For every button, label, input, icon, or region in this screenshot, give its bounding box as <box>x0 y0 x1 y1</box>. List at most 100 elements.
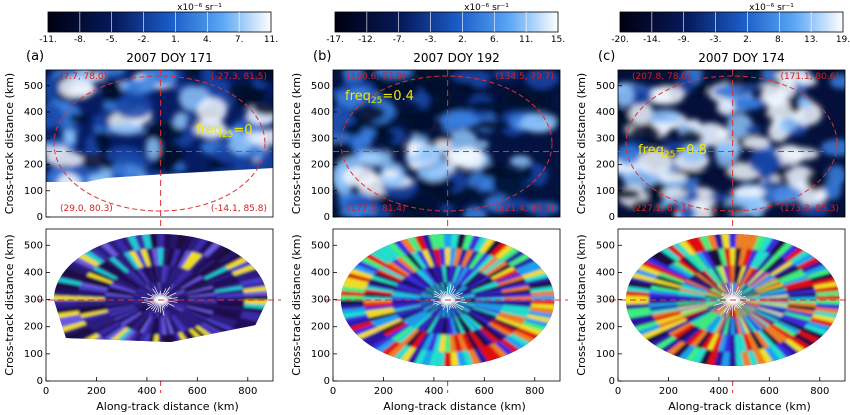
x-tick-label: 400 <box>137 386 156 397</box>
x-tick-label: 200 <box>374 386 393 397</box>
freq-label: freq25=0.8 <box>638 143 707 160</box>
corner-label-bottom-right: (121.4, 84.3) <box>495 204 554 214</box>
dashed-ellipse <box>625 75 838 212</box>
y-tick-label: 200 <box>596 160 615 171</box>
y-tick-label: 0 <box>37 212 43 223</box>
freq-label: freq25=0 <box>196 123 253 140</box>
dashed-ellipse <box>340 75 553 212</box>
colorbar-tick-label: 11. <box>519 35 533 45</box>
y-tick-label: 300 <box>596 133 615 144</box>
panel-label: (c) <box>598 49 615 64</box>
x-tick-label: 800 <box>810 386 829 397</box>
y-axis-label-top: Cross-track distance (km) <box>290 73 303 214</box>
x-axis-label: Along-track distance (km) <box>668 400 811 413</box>
y-tick-label: 300 <box>311 133 330 144</box>
y-tick-label: 0 <box>609 212 615 223</box>
y-tick-label: 200 <box>596 322 615 333</box>
panel-title: 2007 DOY 171 <box>126 51 212 65</box>
corner-label-top-left: (207.8, 78.0) <box>632 72 691 82</box>
y-tick-label: 100 <box>24 349 43 360</box>
y-axis-label-bottom: Cross-track distance (km) <box>575 234 588 375</box>
y-tick-label: 400 <box>24 107 43 118</box>
x-axis-label: Along-track distance (km) <box>383 400 526 413</box>
x-tick-label: 800 <box>238 386 257 397</box>
y-tick-label: 400 <box>311 107 330 118</box>
y-tick-label: 500 <box>24 240 43 251</box>
y-tick-label: 500 <box>596 81 615 92</box>
y-tick-label: 100 <box>311 186 330 197</box>
y-axis-label-bottom: Cross-track distance (km) <box>3 234 16 375</box>
x-tick-label: 400 <box>424 386 443 397</box>
y-tick-label: 200 <box>24 160 43 171</box>
radial-wedges <box>340 234 555 366</box>
missing-data-region <box>46 168 273 217</box>
y-tick-label: 100 <box>311 349 330 360</box>
colorbar-tick-label: -11. <box>39 35 57 45</box>
x-axis-label: Along-track distance (km) <box>96 400 239 413</box>
colorbar-unit: x10⁻⁶ sr⁻¹ <box>177 3 222 13</box>
freq-label: freq25=0.4 <box>345 89 414 106</box>
panel-label: (a) <box>26 49 44 64</box>
y-tick-label: 0 <box>37 376 43 387</box>
y-tick-label: 200 <box>311 322 330 333</box>
y-tick-label: 0 <box>324 212 330 223</box>
colorbar-tick-label: 6. <box>490 35 499 45</box>
colorbar-tick-label: 1. <box>171 35 180 45</box>
x-tick-label: 200 <box>87 386 106 397</box>
corner-label-bottom-right: (-14.1, 85.8) <box>211 204 267 214</box>
center-starburst <box>713 284 751 316</box>
colorbar-tick-label: 2. <box>458 35 467 45</box>
y-tick-label: 200 <box>24 322 43 333</box>
corner-label-bottom-right: (173.3, 85.3) <box>780 204 839 214</box>
colorbar-tick-label: 2. <box>743 35 752 45</box>
y-tick-label: 0 <box>324 376 330 387</box>
y-tick-label: 0 <box>609 376 615 387</box>
colorbar-tick-label: 7. <box>235 35 244 45</box>
corner-label-top-left: (7.7, 78.0) <box>60 72 107 82</box>
panel-label: (b) <box>313 49 331 64</box>
colorbar-tick-label: -14. <box>643 35 661 45</box>
corner-label-bottom-left: (227.1, 81.1) <box>632 204 691 214</box>
x-tick-label: 800 <box>525 386 544 397</box>
colorbar-tick-label: -5. <box>106 35 118 45</box>
corner-label-bottom-left: (177.5, 81.4) <box>347 204 406 214</box>
y-tick-label: 500 <box>24 81 43 92</box>
image-texture <box>618 70 845 217</box>
colorbar-tick-label: 4. <box>203 35 212 45</box>
colorbar-tick-label: -7. <box>393 35 405 45</box>
x-tick-label: 600 <box>475 386 494 397</box>
panel-c: -20. -14. -9. -3. 2. 8. 13. 19. x10⁻⁶ sr⁻¹ (c) 200… <box>575 3 850 413</box>
x-tick-label: 0 <box>330 386 336 397</box>
colorbar-tick-label: 11. <box>264 35 278 45</box>
center-starburst <box>141 286 179 316</box>
x-tick-label: 600 <box>188 386 207 397</box>
colorbar <box>334 11 559 33</box>
y-tick-label: 100 <box>24 186 43 197</box>
colorbar-tick-label: -3. <box>425 35 437 45</box>
top-plot-frame <box>332 69 561 218</box>
y-axis-label-bottom: Cross-track distance (km) <box>290 234 303 375</box>
panel-title: 2007 DOY 174 <box>698 51 784 65</box>
airglow-image <box>333 70 560 217</box>
y-tick-label: 400 <box>596 267 615 278</box>
colorbar-unit: x10⁻⁶ sr⁻¹ <box>749 3 794 13</box>
top-plot-frame <box>45 69 274 218</box>
colorbar-tick-label: 15. <box>551 35 565 45</box>
y-axis-label-top: Cross-track distance (km) <box>575 73 588 214</box>
x-tick-label: 0 <box>615 386 621 397</box>
colorbar-tick-label: 8. <box>775 35 784 45</box>
y-tick-label: 200 <box>311 160 330 171</box>
y-tick-label: 300 <box>311 295 330 306</box>
airglow-image <box>46 70 273 217</box>
corner-label-top-right: (-27.3, 81.5) <box>211 72 267 82</box>
colorbar-tick-label: -3. <box>710 35 722 45</box>
y-tick-label: 500 <box>596 240 615 251</box>
y-tick-label: 400 <box>311 267 330 278</box>
colorbar-tick-label: -2. <box>138 35 150 45</box>
y-axis-label-top: Cross-track distance (km) <box>3 73 16 214</box>
y-tick-label: 300 <box>596 295 615 306</box>
panel-b: -17. -12. -7. -3. 2. 6. 11. 15. x10⁻⁶ sr⁻¹ (b) 200… <box>290 3 568 413</box>
corner-label-top-left: (160.6, 77.8) <box>347 72 406 82</box>
colorbar <box>619 11 844 33</box>
colorbar-tick-label: -9. <box>678 35 690 45</box>
